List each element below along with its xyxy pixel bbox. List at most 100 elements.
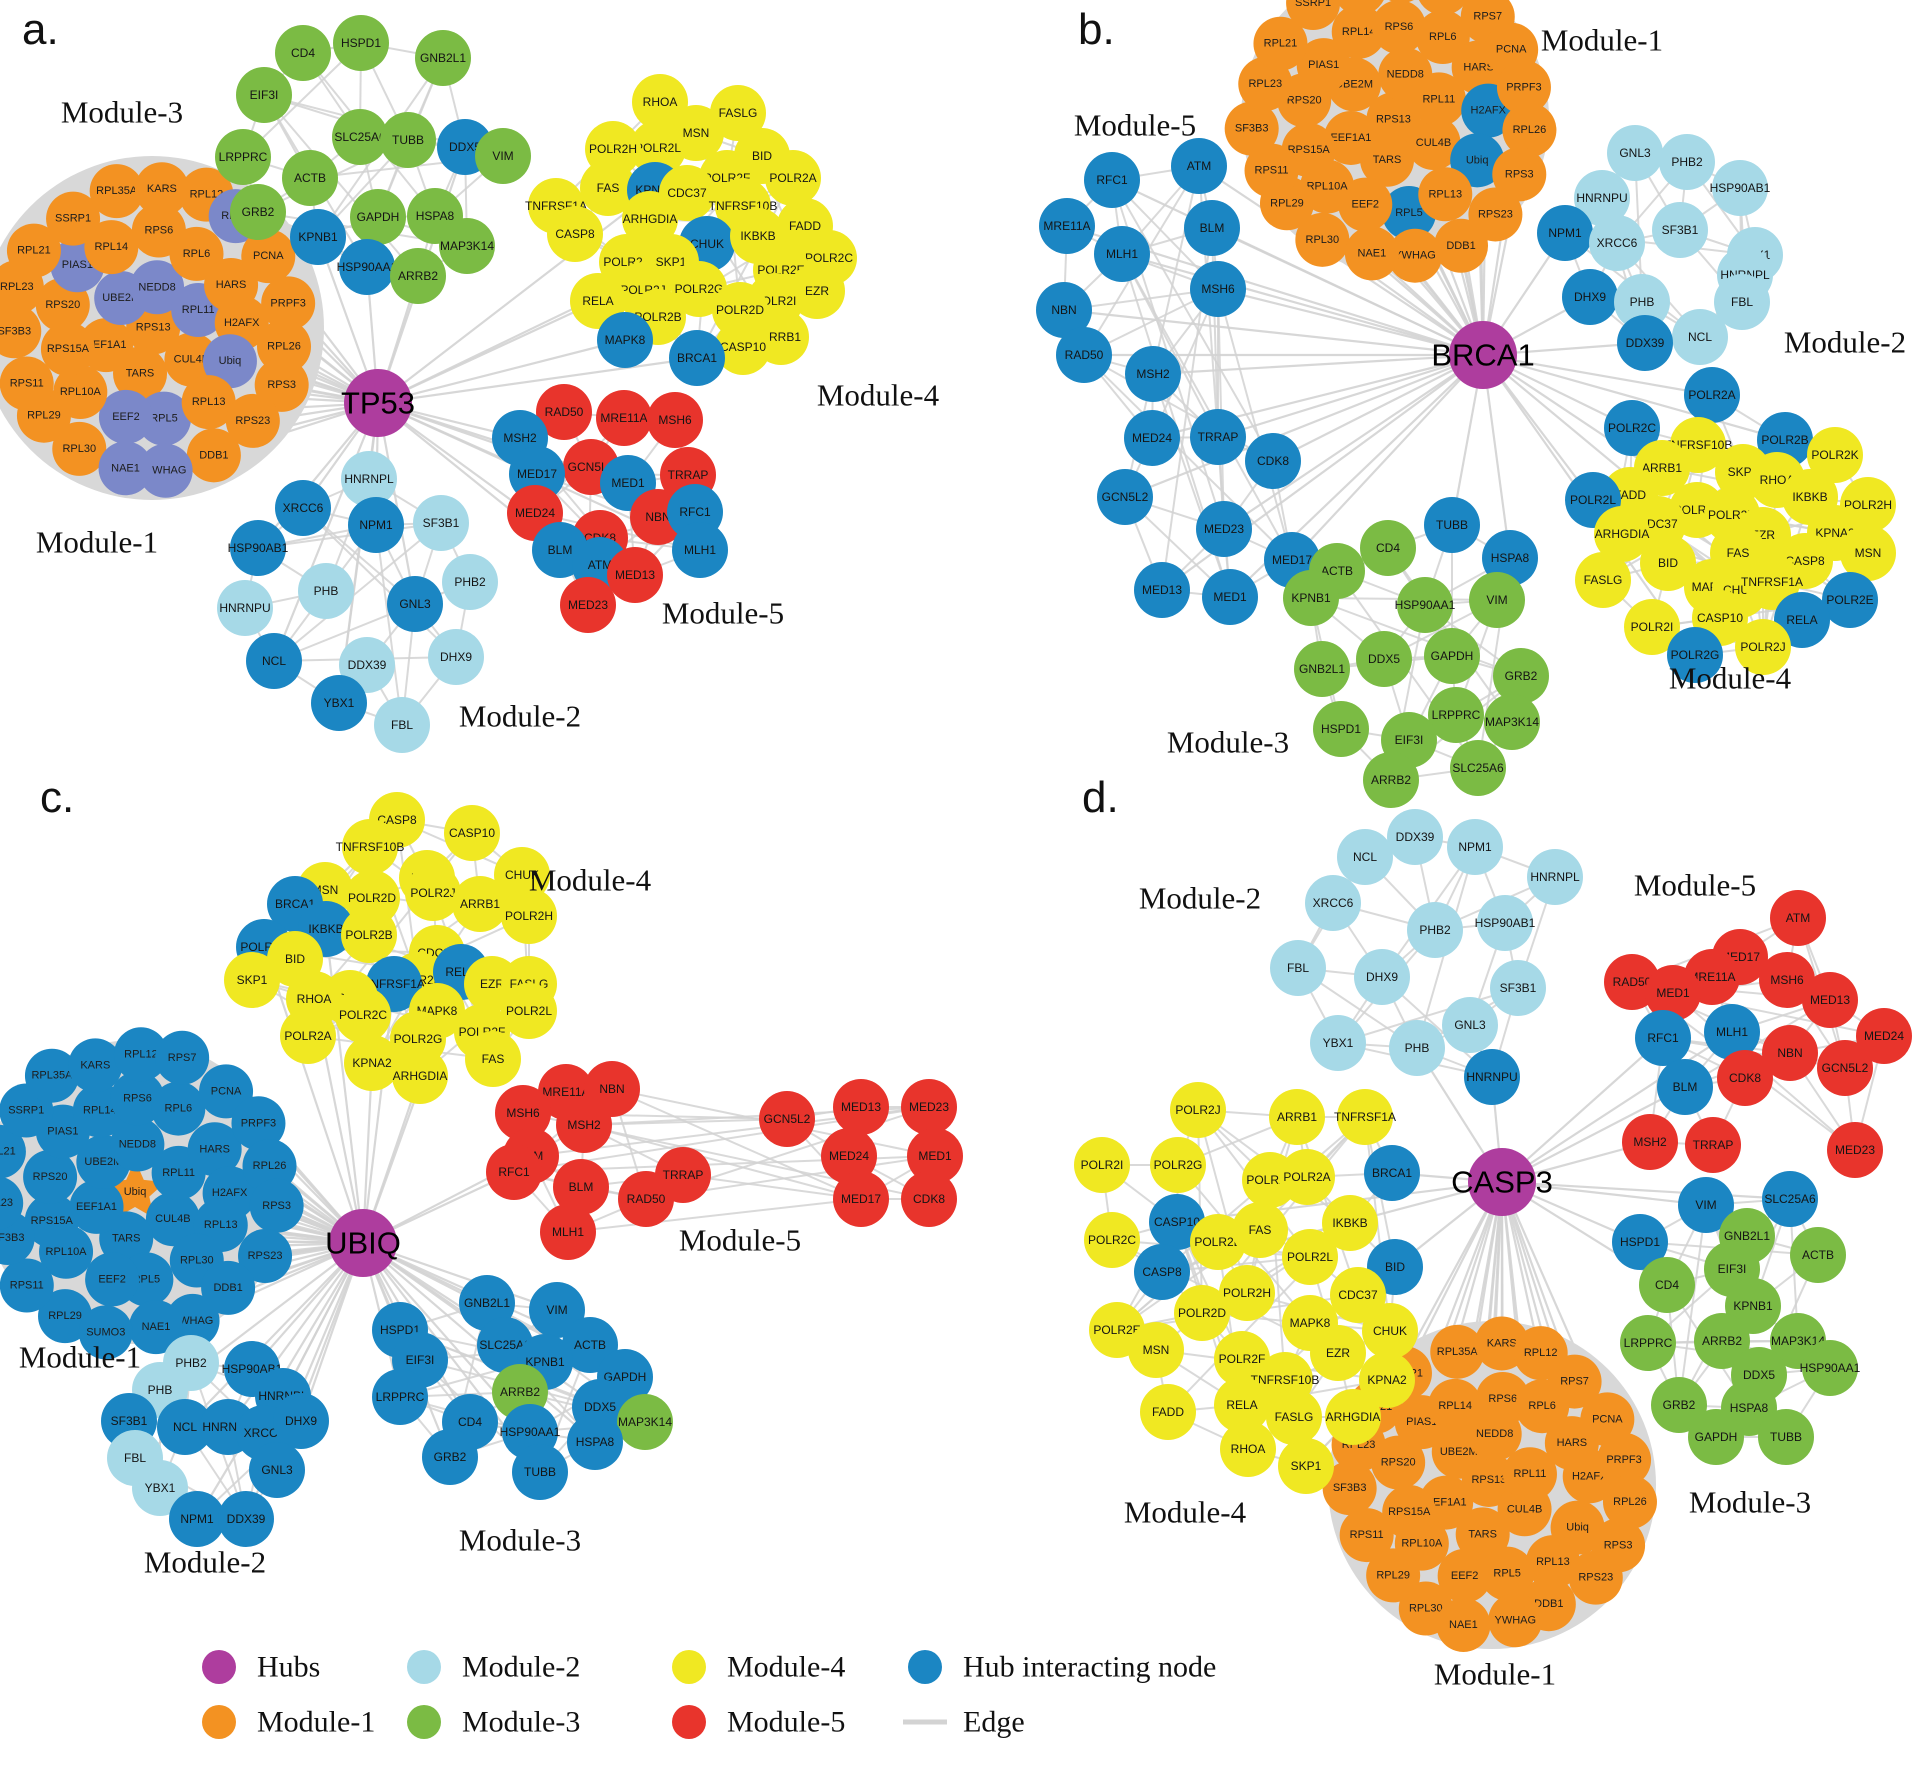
node-DDX39[interactable]: DDX39 bbox=[218, 1491, 274, 1547]
node-MAP3K14[interactable]: MAP3K14 bbox=[1484, 694, 1540, 750]
hub-node-CASP3[interactable]: CASP3 bbox=[1451, 1148, 1553, 1216]
node-RPL14[interactable]: RPL14 bbox=[1428, 1378, 1483, 1433]
node-MED23[interactable]: MED23 bbox=[1827, 1122, 1883, 1178]
node-FBL[interactable]: FBL bbox=[1270, 940, 1326, 996]
node-BRCA1[interactable]: BRCA1 bbox=[669, 330, 725, 386]
node-DHX9[interactable]: DHX9 bbox=[273, 1393, 329, 1449]
node-ARRB1[interactable]: ARRB1 bbox=[1269, 1089, 1325, 1145]
node-POLR2I[interactable]: POLR2I bbox=[1074, 1137, 1130, 1193]
node-YBX1[interactable]: YBX1 bbox=[1310, 1015, 1366, 1071]
node-MSH2[interactable]: MSH2 bbox=[1125, 346, 1181, 402]
node-GAPDH[interactable]: GAPDH bbox=[1688, 1409, 1744, 1465]
node-RPS20[interactable]: RPS20 bbox=[23, 1149, 78, 1204]
node-POLR2A[interactable]: POLR2A bbox=[280, 1008, 336, 1064]
node-NCL[interactable]: NCL bbox=[1337, 829, 1393, 885]
node-RFC1[interactable]: RFC1 bbox=[1635, 1010, 1691, 1066]
node-POLR2L[interactable]: POLR2L bbox=[1282, 1229, 1338, 1285]
node-MAP3K14[interactable]: MAP3K14 bbox=[439, 218, 495, 274]
node-MED13[interactable]: MED13 bbox=[1134, 562, 1190, 618]
node-HSPD1[interactable]: HSPD1 bbox=[333, 15, 389, 71]
node-MSH6[interactable]: MSH6 bbox=[1190, 261, 1246, 317]
node-MED23[interactable]: MED23 bbox=[1196, 501, 1252, 557]
node-MLH1[interactable]: MLH1 bbox=[540, 1204, 596, 1260]
node-EIF3I[interactable]: EIF3I bbox=[236, 67, 292, 123]
node-RPS11[interactable]: RPS11 bbox=[0, 356, 54, 411]
node-EEF2[interactable]: EEF2 bbox=[85, 1252, 140, 1307]
node-MED1[interactable]: MED1 bbox=[1202, 569, 1258, 625]
node-MED23[interactable]: MED23 bbox=[560, 577, 616, 633]
node-POLR2C[interactable]: POLR2C bbox=[335, 987, 391, 1043]
node-MRE11A[interactable]: MRE11A bbox=[596, 390, 652, 446]
node-KARS[interactable]: KARS bbox=[1374, 0, 1428, 4]
node-NPM1[interactable]: NPM1 bbox=[348, 497, 404, 553]
node-DHX9[interactable]: DHX9 bbox=[1354, 949, 1410, 1005]
node-PHB2[interactable]: PHB2 bbox=[1407, 902, 1463, 958]
node-GNL3[interactable]: GNL3 bbox=[249, 1442, 305, 1498]
node-GRB2[interactable]: GRB2 bbox=[230, 184, 286, 240]
node-GAPDH[interactable]: GAPDH bbox=[350, 189, 406, 245]
node-DDX39[interactable]: DDX39 bbox=[1387, 809, 1443, 865]
node-MED24[interactable]: MED24 bbox=[1124, 410, 1180, 466]
node-KPNB1[interactable]: KPNB1 bbox=[1283, 570, 1339, 626]
node-EZR[interactable]: EZR bbox=[1310, 1325, 1366, 1381]
node-DDX39[interactable]: DDX39 bbox=[1617, 315, 1673, 371]
node-LRPPRC[interactable]: LRPPRC bbox=[372, 1369, 428, 1425]
node-ARHGDIA[interactable]: ARHGDIA bbox=[392, 1048, 448, 1104]
node-TUBB[interactable]: TUBB bbox=[1424, 497, 1480, 553]
node-NPM1[interactable]: NPM1 bbox=[169, 1491, 225, 1547]
node-SKP1[interactable]: SKP1 bbox=[224, 952, 280, 1008]
node-RPL6[interactable]: RPL6 bbox=[151, 1081, 206, 1136]
node-GNL3[interactable]: GNL3 bbox=[387, 576, 443, 632]
hub-node-TP53[interactable]: TP53 bbox=[341, 369, 415, 437]
node-RPS11[interactable]: RPS11 bbox=[1339, 1508, 1394, 1563]
node-CD4[interactable]: CD4 bbox=[1639, 1257, 1695, 1313]
node-MSH2[interactable]: MSH2 bbox=[556, 1097, 612, 1153]
node-FBL[interactable]: FBL bbox=[374, 697, 430, 753]
node-CASP10[interactable]: CASP10 bbox=[444, 805, 500, 861]
node-HSP90AA1[interactable]: HSP90AA1 bbox=[337, 239, 398, 295]
node-MSH6[interactable]: MSH6 bbox=[647, 392, 703, 448]
node-XRCC6[interactable]: XRCC6 bbox=[1589, 215, 1645, 271]
node-KPNB1[interactable]: KPNB1 bbox=[290, 209, 346, 265]
node-SLC25A6[interactable]: SLC25A6 bbox=[332, 109, 388, 165]
node-RPL13[interactable]: RPL13 bbox=[1418, 167, 1473, 222]
node-TUBB[interactable]: TUBB bbox=[512, 1444, 568, 1500]
node-POLR2J[interactable]: POLR2J bbox=[405, 865, 461, 921]
node-MSN[interactable]: MSN bbox=[1128, 1322, 1184, 1378]
node-RPS7[interactable]: RPS7 bbox=[155, 1030, 210, 1085]
node-POLR2A[interactable]: POLR2A bbox=[765, 150, 821, 206]
node-ARRB2[interactable]: ARRB2 bbox=[390, 248, 446, 304]
node-CD4[interactable]: CD4 bbox=[1360, 520, 1416, 576]
node-SF3B1[interactable]: SF3B1 bbox=[1652, 202, 1708, 258]
node-YBX1[interactable]: YBX1 bbox=[311, 675, 367, 731]
node-CASP8[interactable]: CASP8 bbox=[547, 206, 603, 262]
node-MSH2[interactable]: MSH2 bbox=[1622, 1114, 1678, 1170]
node-TRRAP[interactable]: TRRAP bbox=[1685, 1117, 1741, 1173]
node-ACTB[interactable]: ACTB bbox=[282, 150, 338, 206]
node-RPL35A[interactable]: RPL35A bbox=[1333, 0, 1387, 15]
node-TRRAP[interactable]: TRRAP bbox=[1190, 409, 1246, 465]
node-LRPPRC[interactable]: LRPPRC bbox=[1620, 1315, 1676, 1371]
node-RAD50[interactable]: RAD50 bbox=[1056, 327, 1112, 383]
node-FAS[interactable]: FAS bbox=[1232, 1202, 1288, 1258]
node-POLR2D[interactable]: POLR2D bbox=[1174, 1285, 1230, 1341]
node-GNB2L1[interactable]: GNB2L1 bbox=[415, 30, 471, 86]
node-NAE1[interactable]: NAE1 bbox=[1436, 1597, 1491, 1652]
node-KPNA2[interactable]: KPNA2 bbox=[344, 1035, 400, 1091]
node-CDK8[interactable]: CDK8 bbox=[1245, 433, 1301, 489]
node-FAS[interactable]: FAS bbox=[465, 1031, 521, 1087]
node-ARRB1[interactable]: ARRB1 bbox=[452, 876, 508, 932]
node-PHB[interactable]: PHB bbox=[298, 563, 354, 619]
node-BLM[interactable]: BLM bbox=[1657, 1059, 1713, 1115]
node-HSP90AA1[interactable]: HSP90AA1 bbox=[1395, 577, 1456, 633]
node-KARS[interactable]: KARS bbox=[68, 1038, 123, 1093]
node-POLR2E[interactable]: POLR2E bbox=[1822, 572, 1878, 628]
node-RHOA[interactable]: RHOA bbox=[1220, 1421, 1276, 1477]
node-GCN5L2[interactable]: GCN5L2 bbox=[1817, 1040, 1873, 1096]
node-NCL[interactable]: NCL bbox=[1672, 309, 1728, 365]
node-CDK8[interactable]: CDK8 bbox=[1717, 1050, 1773, 1106]
node-PHB[interactable]: PHB bbox=[1389, 1020, 1445, 1076]
node-MED13[interactable]: MED13 bbox=[1802, 972, 1858, 1028]
node-FASLG[interactable]: FASLG bbox=[1575, 552, 1631, 608]
node-MLH1[interactable]: MLH1 bbox=[1094, 226, 1150, 282]
